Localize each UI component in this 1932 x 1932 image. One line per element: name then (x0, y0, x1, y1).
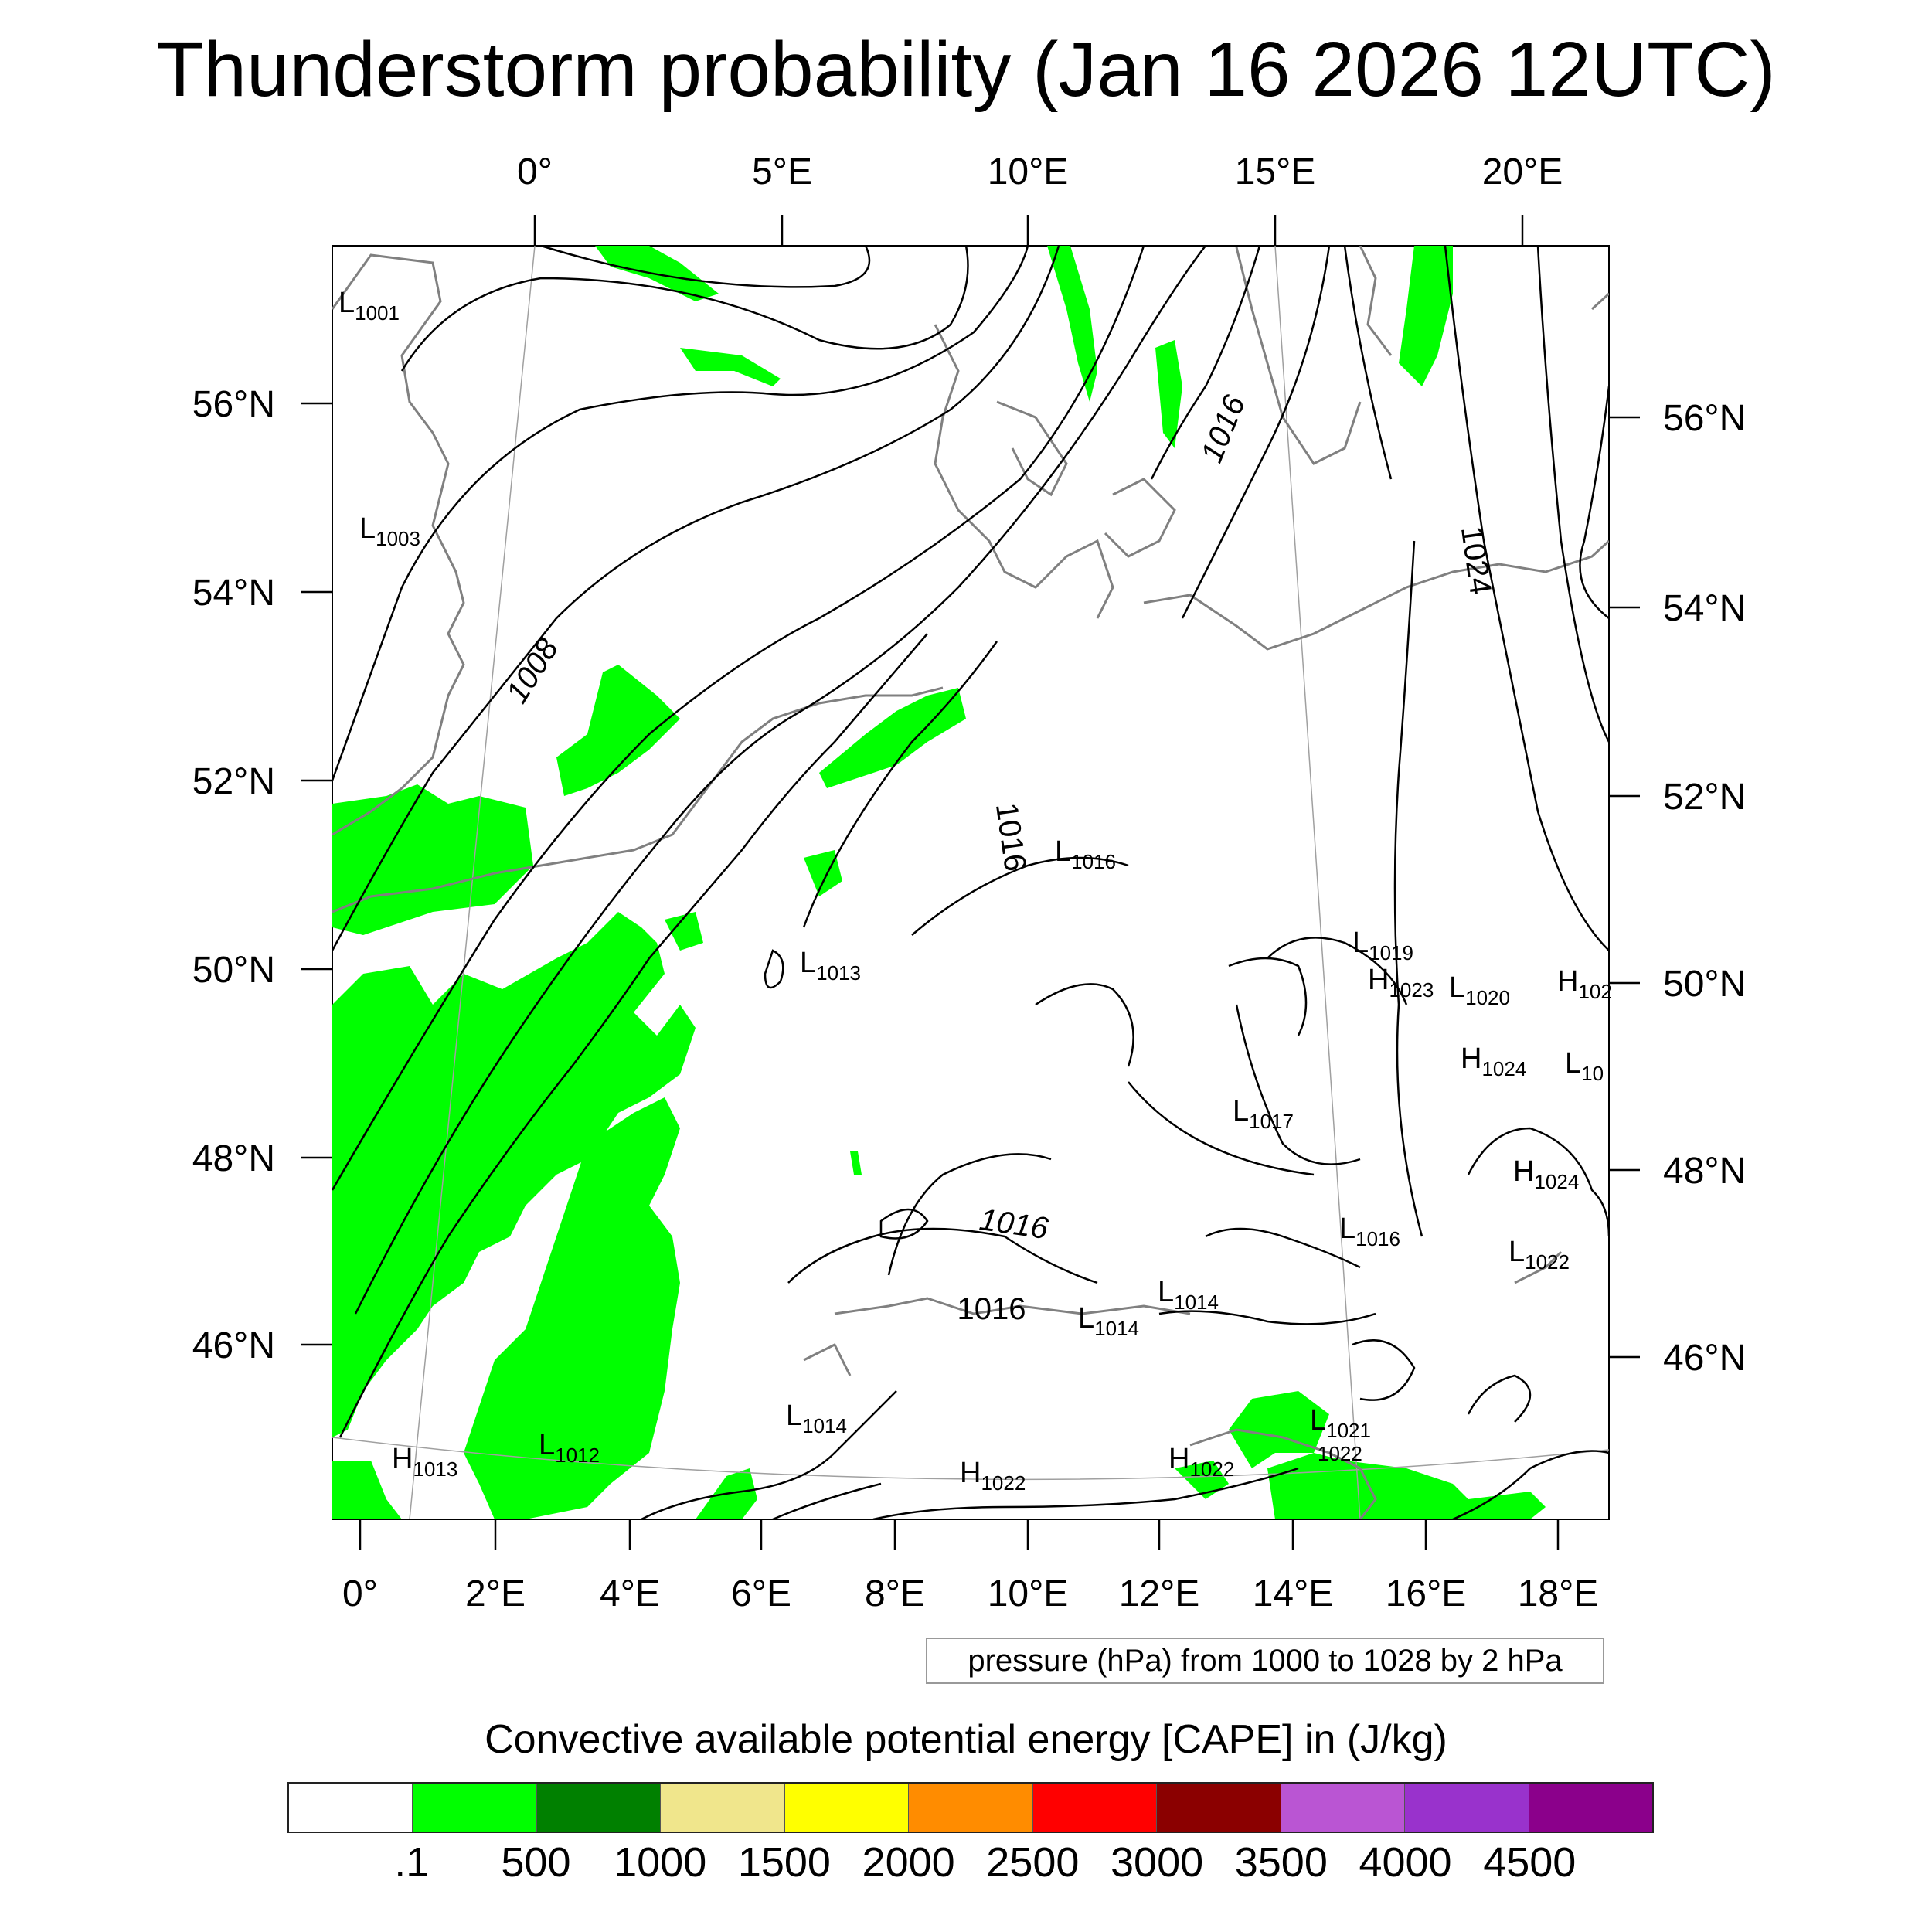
pressure-center: L1016 (1339, 1213, 1400, 1250)
top-lon-label: 15°E (1235, 151, 1316, 192)
left-lat-label: 46°N (192, 1325, 275, 1366)
left-lat-label: 52°N (192, 761, 275, 802)
pressure-center: L1014 (1158, 1276, 1219, 1314)
colorbar-label: 4500 (1483, 1839, 1577, 1886)
colorbar (287, 1782, 1654, 1833)
colorbar-label: 3500 (1234, 1839, 1328, 1886)
bottom-lon-label: 10°E (988, 1573, 1069, 1614)
left-lat-label: 50°N (192, 950, 275, 991)
pressure-centers: L1001 L1003 L1016 L1013 L1019 H1023 L102… (338, 287, 1612, 1495)
colorbar-swatch (784, 1784, 910, 1832)
colorbar-swatch (661, 1784, 785, 1832)
bottom-lon-label: 6°E (731, 1573, 791, 1614)
pressure-center: L1012 (539, 1429, 600, 1467)
left-lat-label: 56°N (192, 384, 275, 425)
left-lat-labels: 56°N 54°N 52°N 50°N 48°N 46°N (192, 384, 275, 1366)
colorbar-label: .1 (394, 1839, 430, 1886)
map-frame (332, 245, 1610, 1520)
top-lon-label: 5°E (752, 151, 812, 192)
colorbar-swatch (536, 1784, 662, 1832)
isobar-label: 1016 (957, 1292, 1026, 1326)
colorbar-labels: .1 500 1000 1500 2000 2500 3000 3500 4000 4500 (0, 1835, 1932, 1897)
colorbar-swatch (413, 1784, 537, 1832)
bottom-lon-label: 2°E (465, 1573, 526, 1614)
top-lon-label: 0° (517, 151, 553, 192)
bottom-lon-label: 12°E (1119, 1573, 1200, 1614)
pressure-center: L1013 (800, 947, 861, 985)
pressure-center: H1013 (392, 1443, 457, 1481)
colorbar-swatch (1529, 1784, 1652, 1832)
pressure-center: L1001 (338, 287, 400, 325)
top-lon-label: 20°E (1482, 151, 1563, 192)
colorbar-label: 500 (501, 1839, 571, 1886)
bottom-lon-label: 0° (342, 1573, 378, 1614)
top-lon-label: 10°E (988, 151, 1069, 192)
pressure-center: L1003 (359, 512, 420, 550)
bottom-lon-label: 4°E (600, 1573, 660, 1614)
bottom-lon-label: 16°E (1386, 1573, 1467, 1614)
colorbar-swatch (1157, 1784, 1281, 1832)
pressure-center: H1024 (1513, 1155, 1579, 1193)
right-lat-label: 52°N (1663, 777, 1746, 818)
bottom-lon-label: 14°E (1253, 1573, 1334, 1614)
tick-marks (301, 215, 1640, 1550)
pressure-center: H1022 (960, 1457, 1026, 1495)
left-lat-label: 54°N (192, 573, 275, 614)
colorbar-label: 2000 (862, 1839, 955, 1886)
pressure-center: L10 (1565, 1047, 1604, 1085)
left-lat-label: 48°N (192, 1138, 275, 1179)
pressure-center: H102 (1557, 965, 1612, 1003)
bottom-lon-labels: 0° 2°E 4°E 6°E 8°E 10°E 12°E 14°E 16°E 1… (342, 1573, 1598, 1614)
pressure-center: L1021 (1310, 1404, 1371, 1442)
right-lat-labels: 56°N 54°N 52°N 50°N 48°N 46°N (1663, 398, 1746, 1379)
pressure-contour-note: pressure (hPa) from 1000 to 1028 by 2 hP… (926, 1638, 1604, 1684)
pressure-center: H1022 (1168, 1443, 1234, 1481)
bottom-lon-label: 8°E (865, 1573, 925, 1614)
colorbar-swatch (1032, 1784, 1158, 1832)
colorbar-swatch (1281, 1784, 1406, 1832)
right-lat-label: 50°N (1663, 964, 1746, 1005)
colorbar-label: 4000 (1359, 1839, 1452, 1886)
right-lat-label: 56°N (1663, 398, 1746, 439)
pressure-center: H1023 (1368, 964, 1434, 1002)
pressure-center: L1017 (1233, 1095, 1294, 1133)
chart-title: Thunderstorm probability (Jan 16 2026 12… (156, 26, 1776, 113)
isobars (332, 246, 1609, 1519)
pressure-center: L1022 (1509, 1236, 1570, 1274)
top-lon-labels: 0° 5°E 10°E 15°E 20°E (517, 151, 1563, 192)
colorbar-swatch (289, 1784, 413, 1832)
right-lat-label: 46°N (1663, 1338, 1746, 1379)
pressure-center: L1020 (1449, 971, 1510, 1009)
pressure-center: L1014 (1078, 1302, 1139, 1340)
bottom-lon-label: 18°E (1518, 1573, 1599, 1614)
colorbar-swatch (909, 1784, 1033, 1832)
cape-fill-areas (332, 246, 1546, 1519)
colorbar-title: Convective available potential energy [C… (485, 1717, 1447, 1762)
pressure-center: L1016 (1055, 835, 1116, 873)
pressure-center: 1022 (1318, 1442, 1362, 1465)
right-lat-label: 54°N (1663, 588, 1746, 629)
pressure-center: L1014 (786, 1400, 847, 1437)
colorbar-label: 1500 (737, 1839, 831, 1886)
pressure-center: L1019 (1352, 927, 1413, 964)
colorbar-label: 3000 (1111, 1839, 1204, 1886)
colorbar-label: 1000 (614, 1839, 707, 1886)
pressure-center: H1024 (1461, 1043, 1526, 1080)
colorbar-label: 2500 (986, 1839, 1080, 1886)
right-lat-label: 48°N (1663, 1151, 1746, 1192)
colorbar-swatch (1405, 1784, 1529, 1832)
graticule (332, 246, 1609, 1519)
